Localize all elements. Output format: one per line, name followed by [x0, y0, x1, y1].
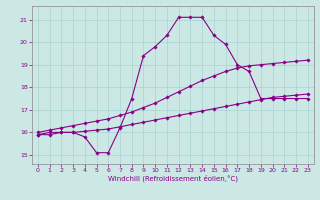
X-axis label: Windchill (Refroidissement éolien,°C): Windchill (Refroidissement éolien,°C): [108, 175, 238, 182]
